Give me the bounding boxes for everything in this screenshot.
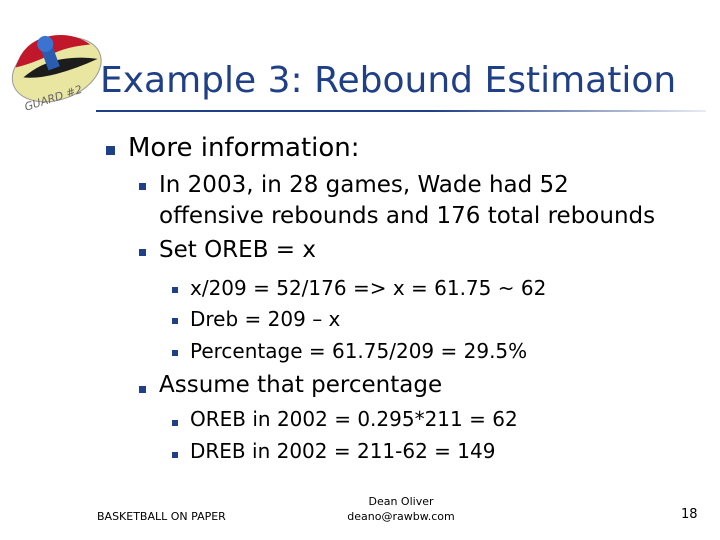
title-divider — [96, 110, 706, 112]
bullet-text-continued: offensive rebounds and 176 total rebound… — [159, 203, 656, 229]
bullet-text: x/209 = 52/176 => x = 61.75 ~ 62 — [190, 276, 547, 300]
slide-title: Example 3: Rebound Estimation — [100, 60, 677, 101]
bullet-marker — [139, 183, 146, 190]
footer-author-block: Dean Oliver deano@rawbw.com — [345, 494, 457, 524]
footer-book-title: BASKETBALL ON PAPER — [97, 510, 226, 523]
bullet-text: Percentage = 61.75/209 = 29.5% — [190, 339, 528, 363]
bullet-marker — [172, 350, 178, 356]
bullet-marker — [139, 249, 146, 256]
bullet-marker — [106, 146, 115, 155]
bullet-marker — [172, 452, 178, 458]
bullet-text: OREB in 2002 = 0.295*211 = 62 — [190, 407, 518, 431]
bullet-text: DREB in 2002 = 211-62 = 149 — [190, 439, 496, 463]
bullet-text: Set OREB = x — [159, 237, 316, 263]
bullet-marker — [139, 386, 146, 393]
footer-email: deano@rawbw.com — [347, 510, 455, 523]
bullet-text: In 2003, in 28 games, Wade had 52 — [159, 172, 569, 198]
bullet-text: Assume that percentage — [159, 372, 443, 398]
bullet-marker — [172, 420, 178, 426]
bullet-text: More information: — [128, 133, 360, 163]
bullet-marker — [172, 287, 178, 293]
footer-author: Dean Oliver — [368, 495, 434, 508]
guard-logo: GUARD #2 — [11, 35, 102, 110]
bullet-marker — [172, 318, 178, 324]
bullet-text: Dreb = 209 – x — [190, 307, 341, 331]
page-number: 18 — [681, 507, 698, 522]
